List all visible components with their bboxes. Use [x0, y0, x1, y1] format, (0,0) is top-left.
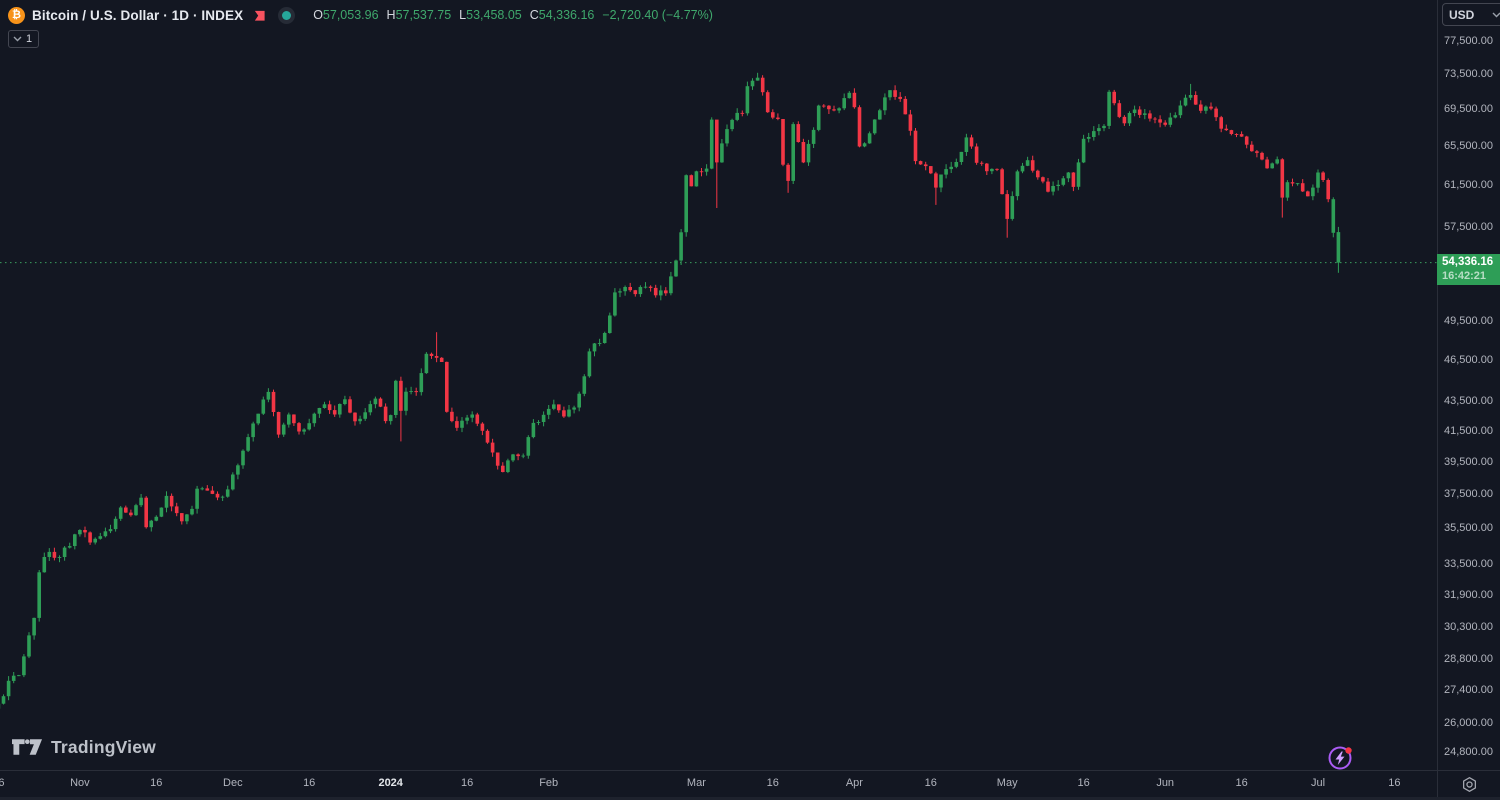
time-axis[interactable]: 16 Nov 16 Dec 16 2024 16 Feb Mar 16 Apr 16 May 16 Jun 1…	[0, 770, 1500, 798]
price-tick: 26,000.00	[1444, 716, 1493, 729]
time-tick: 16	[766, 777, 779, 789]
high-value: 57,537.75	[395, 8, 452, 22]
price-tick: 35,500.00	[1444, 522, 1493, 535]
market-status-dot-icon[interactable]	[282, 10, 292, 20]
currency-button[interactable]: USD	[1442, 3, 1500, 26]
last-price-label: 54,336.16 16:42:21	[1437, 254, 1500, 286]
price-axis[interactable]: USD 77,500.00 73,500.00 69,500.00 65,500.00…	[1437, 0, 1500, 770]
price-tick: 77,500.00	[1444, 35, 1493, 47]
time-tick: 16	[150, 777, 163, 789]
time-tick: 2024	[378, 777, 403, 789]
axis-separator	[1437, 770, 1438, 800]
price-tick: 57,500.00	[1444, 221, 1493, 234]
time-tick: 16	[0, 777, 5, 789]
price-tick: 49,500.00	[1444, 314, 1493, 327]
price-tick: 73,500.00	[1444, 68, 1493, 81]
price-tick: 69,500.00	[1444, 103, 1493, 115]
tradingview-logo-icon	[12, 739, 43, 755]
price-tick: 46,500.00	[1444, 353, 1493, 366]
price-tick: 33,500.00	[1444, 558, 1493, 571]
chart-legend: ₿ Bitcoin / U.S. Dollar · 1D · INDEX O 57…	[8, 5, 713, 48]
realtime-update-button[interactable]	[1326, 743, 1356, 773]
change-value: −2,720.40 (−4.77%)	[602, 8, 713, 22]
flag-icon[interactable]	[253, 9, 266, 22]
price-tick: 28,800.00	[1444, 652, 1493, 665]
time-tick: May	[996, 777, 1018, 789]
last-price-value: 54,336.16	[1442, 256, 1494, 269]
price-tick: 41,500.00	[1444, 424, 1493, 437]
time-tick: Jun	[1156, 777, 1175, 789]
time-tick: Jul	[1310, 777, 1326, 789]
low-value: 53,458.05	[466, 8, 522, 22]
bitcoin-icon: ₿	[8, 6, 25, 24]
chart-canvas[interactable]	[0, 0, 1437, 770]
time-tick: 16	[460, 777, 474, 789]
price-tick: 61,500.00	[1444, 179, 1493, 192]
price-tick: 43,500.00	[1444, 395, 1493, 408]
price-tick: 27,400.00	[1444, 683, 1493, 696]
time-tick: 16	[1388, 777, 1401, 789]
price-tick: 65,500.00	[1444, 140, 1493, 152]
price-tick: 30,300.00	[1444, 621, 1493, 634]
tradingview-logo[interactable]: TradingView	[12, 737, 156, 758]
time-tick: 16	[1235, 777, 1248, 789]
collapsed-count: 1	[26, 33, 33, 45]
lightning-icon	[1328, 746, 1352, 770]
close-value: 54,336.16	[538, 8, 595, 22]
time-tick: 16	[303, 777, 316, 789]
chevron-down-icon	[1492, 12, 1500, 17]
price-tick: 24,800.00	[1444, 746, 1493, 759]
time-tick: 16	[1077, 777, 1090, 789]
open-label: O	[313, 8, 323, 22]
close-label: C	[529, 8, 539, 22]
open-value: 57,053.96	[322, 8, 379, 22]
currency-label: USD	[1449, 7, 1475, 22]
bar-countdown: 16:42:21	[1442, 270, 1487, 283]
ohlc-readout: O 57,053.96 H 57,537.75 L 53,458.05 C 54,336.16…	[313, 8, 713, 22]
indicators-collapse-button[interactable]: 1	[8, 30, 40, 48]
high-label: H	[386, 8, 396, 22]
price-tick: 39,500.00	[1444, 455, 1493, 468]
low-label: L	[459, 8, 467, 22]
bottom-edge	[0, 797, 1500, 800]
axis-settings-corner[interactable]	[1438, 771, 1500, 797]
price-tick: 31,900.00	[1444, 589, 1493, 601]
time-tick: Dec	[223, 777, 243, 789]
price-tick: 37,500.00	[1444, 488, 1493, 500]
time-tick: Nov	[70, 777, 90, 789]
time-tick: Apr	[845, 777, 863, 789]
time-tick: 16	[924, 777, 937, 789]
time-tick: Mar	[686, 777, 706, 789]
time-tick: Feb	[539, 777, 559, 789]
gear-icon	[1462, 776, 1476, 792]
chevron-down-icon	[13, 36, 22, 42]
watermark-text: TradingView	[51, 737, 156, 757]
symbol-title[interactable]: Bitcoin / U.S. Dollar · 1D · INDEX	[32, 7, 244, 23]
